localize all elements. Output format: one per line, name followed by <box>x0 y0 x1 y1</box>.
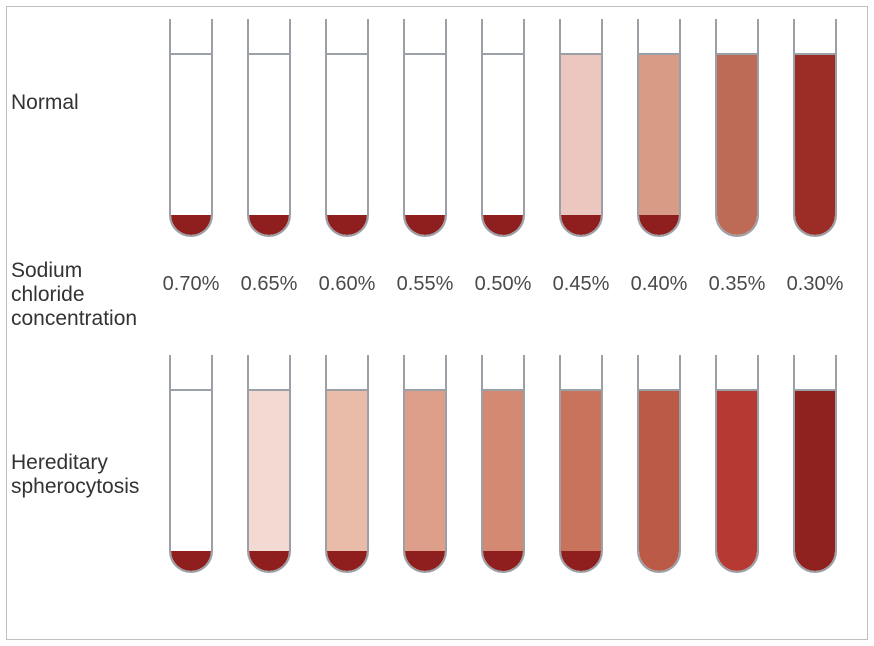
tube-glass <box>247 355 291 573</box>
tube-hereditary-spherocytosis-5 <box>553 355 609 573</box>
tube-glass <box>403 19 447 237</box>
rbc-pellet <box>327 551 367 571</box>
liquid-meniscus-line <box>249 389 289 391</box>
liquid-meniscus-line <box>327 389 367 391</box>
liquid-meniscus-line <box>171 389 211 391</box>
tube-glass <box>715 355 759 573</box>
tube-glass <box>325 19 369 237</box>
liquid-meniscus-line <box>717 389 757 391</box>
tube-glass <box>169 19 213 237</box>
rbc-pellet <box>639 215 679 235</box>
concentration-label-1: 0.65% <box>230 273 308 296</box>
liquid-meniscus-line <box>327 53 367 55</box>
concentration-label-4: 0.50% <box>464 273 542 296</box>
concentration-label-5: 0.45% <box>542 273 620 296</box>
tube-hereditary-spherocytosis-0 <box>163 355 219 573</box>
rbc-pellet <box>561 551 601 571</box>
label-concentration: Sodium chloride concentration <box>11 259 137 331</box>
liquid-meniscus-line <box>561 53 601 55</box>
tube-liquid <box>249 53 289 235</box>
tube-normal-2 <box>319 19 375 237</box>
tube-normal-7 <box>709 19 765 237</box>
rbc-pellet <box>171 551 211 571</box>
tube-hereditary-spherocytosis-2 <box>319 355 375 573</box>
concentration-label-8: 0.30% <box>776 273 854 296</box>
label-normal: Normal <box>11 91 79 115</box>
tube-liquid <box>795 53 835 235</box>
tube-hereditary-spherocytosis-1 <box>241 355 297 573</box>
tube-liquid <box>561 389 601 571</box>
tube-glass <box>793 355 837 573</box>
liquid-meniscus-line <box>717 53 757 55</box>
tube-normal-4 <box>475 19 531 237</box>
tube-glass <box>481 19 525 237</box>
tube-glass <box>247 19 291 237</box>
tube-liquid <box>639 53 679 235</box>
tube-liquid <box>717 53 757 235</box>
tube-liquid <box>405 389 445 571</box>
tube-liquid <box>171 53 211 235</box>
tube-normal-5 <box>553 19 609 237</box>
tube-glass <box>715 19 759 237</box>
tube-liquid <box>249 389 289 571</box>
tube-liquid <box>483 389 523 571</box>
tube-hereditary-spherocytosis-8 <box>787 355 843 573</box>
tube-liquid <box>171 389 211 571</box>
tube-hereditary-spherocytosis-3 <box>397 355 453 573</box>
liquid-meniscus-line <box>483 389 523 391</box>
tube-glass <box>481 355 525 573</box>
liquid-meniscus-line <box>171 53 211 55</box>
tube-glass <box>169 355 213 573</box>
tube-hereditary-spherocytosis-7 <box>709 355 765 573</box>
tube-liquid <box>795 389 835 571</box>
concentration-label-6: 0.40% <box>620 273 698 296</box>
tube-liquid <box>405 53 445 235</box>
rbc-pellet <box>249 215 289 235</box>
tube-normal-0 <box>163 19 219 237</box>
rbc-pellet <box>405 551 445 571</box>
concentration-label-3: 0.55% <box>386 273 464 296</box>
tube-liquid <box>639 389 679 571</box>
liquid-meniscus-line <box>405 53 445 55</box>
tube-hereditary-spherocytosis-6 <box>631 355 687 573</box>
liquid-meniscus-line <box>405 389 445 391</box>
tube-glass <box>559 19 603 237</box>
liquid-meniscus-line <box>249 53 289 55</box>
tube-normal-8 <box>787 19 843 237</box>
tube-glass <box>793 19 837 237</box>
concentration-label-7: 0.35% <box>698 273 776 296</box>
tube-glass <box>325 355 369 573</box>
tube-liquid <box>327 53 367 235</box>
liquid-meniscus-line <box>561 389 601 391</box>
liquid-meniscus-line <box>795 53 835 55</box>
liquid-meniscus-line <box>639 389 679 391</box>
label-hereditary-spherocytosis: Hereditary spherocytosis <box>11 451 139 499</box>
concentration-label-2: 0.60% <box>308 273 386 296</box>
liquid-meniscus-line <box>639 53 679 55</box>
rbc-pellet <box>405 215 445 235</box>
concentration-label-0: 0.70% <box>152 273 230 296</box>
tube-liquid <box>483 53 523 235</box>
tube-normal-6 <box>631 19 687 237</box>
tube-liquid <box>561 53 601 235</box>
tube-liquid <box>327 389 367 571</box>
rbc-pellet <box>561 215 601 235</box>
rbc-pellet <box>483 551 523 571</box>
rbc-pellet <box>171 215 211 235</box>
tube-liquid <box>717 389 757 571</box>
liquid-meniscus-line <box>483 53 523 55</box>
tube-glass <box>637 19 681 237</box>
tube-normal-3 <box>397 19 453 237</box>
tube-normal-1 <box>241 19 297 237</box>
tube-glass <box>637 355 681 573</box>
tube-glass <box>559 355 603 573</box>
liquid-meniscus-line <box>795 389 835 391</box>
rbc-pellet <box>249 551 289 571</box>
tube-hereditary-spherocytosis-4 <box>475 355 531 573</box>
rbc-pellet <box>483 215 523 235</box>
rbc-pellet <box>327 215 367 235</box>
diagram-frame: { "layout": { "tube_width_px": 56, "tube… <box>6 6 868 640</box>
tube-glass <box>403 355 447 573</box>
